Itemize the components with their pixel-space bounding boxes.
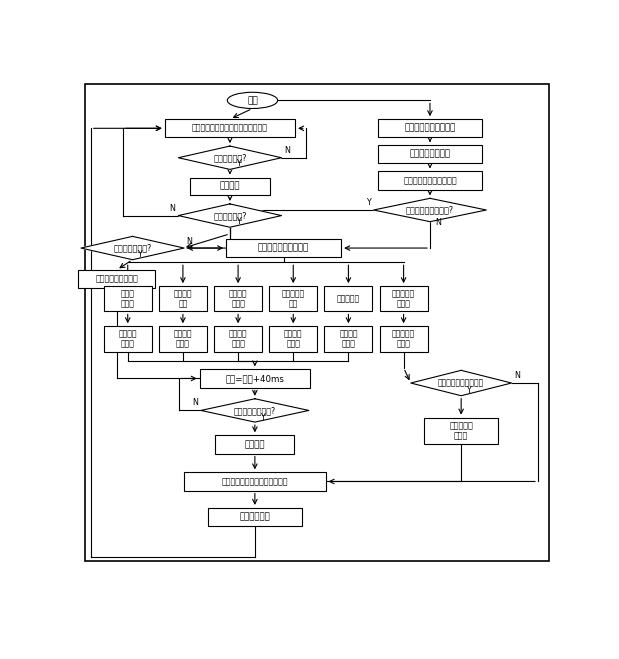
Text: N: N — [284, 146, 290, 155]
FancyBboxPatch shape — [324, 286, 373, 312]
Text: 利用末段
引导源: 利用末段 引导源 — [284, 330, 303, 349]
Text: 找到非预设有效引导源: 找到非预设有效引导源 — [438, 378, 484, 387]
FancyBboxPatch shape — [159, 286, 207, 312]
FancyBboxPatch shape — [79, 270, 155, 288]
Text: 首、中段
有效: 首、中段 有效 — [174, 289, 192, 308]
Text: 搜索非预设
引导源: 搜索非预设 引导源 — [392, 330, 415, 349]
Text: Y: Y — [236, 217, 240, 225]
Text: 实时动态加权融合处理: 实时动态加权融合处理 — [404, 124, 456, 133]
Text: 预设引导源
均无效: 预设引导源 均无效 — [392, 289, 415, 308]
Text: 启动数据引导程序: 启动数据引导程序 — [410, 150, 451, 159]
Polygon shape — [374, 198, 487, 221]
FancyBboxPatch shape — [214, 286, 262, 312]
FancyBboxPatch shape — [165, 119, 295, 138]
Text: 更新引导源和被引设备集: 更新引导源和被引设备集 — [403, 176, 457, 185]
FancyBboxPatch shape — [378, 171, 482, 190]
Polygon shape — [178, 204, 282, 227]
Text: 利用该段
引导源: 利用该段 引导源 — [118, 330, 137, 349]
Text: 利用末段
引导源: 利用末段 引导源 — [229, 330, 248, 349]
FancyBboxPatch shape — [208, 508, 301, 526]
Text: 启动接收线程进入准备接收数据状态: 启动接收线程进入准备接收数据状态 — [192, 124, 268, 133]
FancyBboxPatch shape — [269, 326, 318, 351]
Text: 预设引导源有效控判断: 预设引导源有效控判断 — [258, 244, 310, 252]
FancyBboxPatch shape — [379, 326, 428, 351]
Text: N: N — [186, 237, 193, 246]
Text: 时戳早于当前时刻?: 时戳早于当前时刻? — [234, 406, 276, 415]
Text: 预定引导源有效?: 预定引导源有效? — [113, 244, 152, 252]
FancyBboxPatch shape — [215, 436, 295, 453]
FancyBboxPatch shape — [226, 239, 341, 257]
FancyBboxPatch shape — [378, 119, 482, 138]
Text: 利用人工指定引导源: 利用人工指定引导源 — [95, 275, 138, 283]
FancyBboxPatch shape — [379, 286, 428, 312]
FancyBboxPatch shape — [378, 145, 482, 163]
FancyBboxPatch shape — [200, 369, 310, 387]
Text: 宁、末两
段有效: 宁、末两 段有效 — [229, 289, 248, 308]
Text: 信道外推: 信道外推 — [245, 440, 265, 449]
Text: 三段均有效: 三段均有效 — [337, 295, 360, 303]
Polygon shape — [411, 370, 511, 395]
Text: Y: Y — [236, 159, 240, 168]
Text: 优选非预设
引导源: 优选非预设 引导源 — [449, 421, 473, 440]
Ellipse shape — [227, 92, 278, 109]
FancyBboxPatch shape — [104, 326, 152, 351]
FancyBboxPatch shape — [191, 177, 269, 195]
Text: 人工实时指定引导源?: 人工实时指定引导源? — [406, 206, 454, 214]
Text: Y: Y — [366, 198, 371, 207]
Text: Y: Y — [260, 413, 264, 422]
Text: 仅有一
段有效: 仅有一 段有效 — [121, 289, 135, 308]
Text: 利用中段
引导源: 利用中段 引导源 — [339, 330, 358, 349]
Text: 启动通信组播发送线程发送数据: 启动通信组播发送线程发送数据 — [222, 477, 288, 486]
Polygon shape — [178, 146, 282, 169]
Text: N: N — [170, 204, 175, 213]
Text: 接收数据有效?: 接收数据有效? — [213, 154, 247, 162]
Text: 航迹平滑: 航迹平滑 — [220, 182, 240, 190]
Text: N: N — [192, 399, 198, 407]
FancyBboxPatch shape — [324, 326, 373, 351]
Text: 利用中段
引导源: 利用中段 引导源 — [174, 330, 192, 349]
Text: 接收队列清空: 接收队列清空 — [240, 513, 271, 521]
Text: N: N — [436, 217, 441, 227]
FancyBboxPatch shape — [269, 286, 318, 312]
FancyBboxPatch shape — [184, 473, 326, 490]
Polygon shape — [81, 237, 184, 260]
Text: N: N — [514, 372, 520, 380]
FancyBboxPatch shape — [159, 326, 207, 351]
FancyBboxPatch shape — [104, 286, 152, 312]
FancyBboxPatch shape — [424, 418, 498, 444]
Text: 时戳=时戳+40ms: 时戳=时戳+40ms — [225, 374, 284, 383]
Polygon shape — [201, 399, 309, 422]
Text: Y: Y — [137, 250, 142, 259]
FancyBboxPatch shape — [214, 326, 262, 351]
Text: 仅首末两段
有效: 仅首末两段 有效 — [282, 289, 305, 308]
Text: 数据接收完整?: 数据接收完整? — [213, 211, 247, 220]
Text: Y: Y — [466, 386, 470, 395]
Text: 开始: 开始 — [247, 96, 258, 105]
